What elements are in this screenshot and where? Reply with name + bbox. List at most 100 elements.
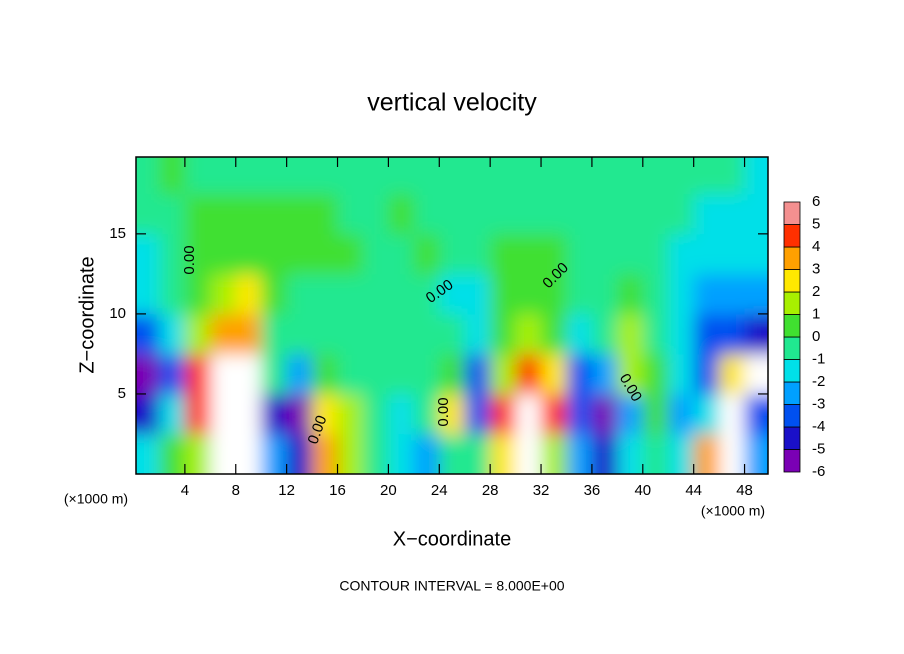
field-cell bbox=[136, 233, 160, 275]
field-cell bbox=[388, 353, 415, 395]
field-cell bbox=[668, 233, 695, 275]
field-cell bbox=[210, 193, 237, 235]
x-axis-title: X−coordinate bbox=[393, 528, 511, 550]
field-cell bbox=[668, 353, 695, 395]
x-tick-label: 12 bbox=[278, 482, 295, 499]
field-cell bbox=[439, 393, 466, 435]
field-cell bbox=[388, 433, 415, 474]
field-cell bbox=[337, 393, 364, 435]
colorbar-segment bbox=[783, 404, 801, 428]
field-cell bbox=[261, 193, 288, 235]
field-cell bbox=[642, 273, 669, 315]
field-cell bbox=[362, 273, 389, 315]
field-cell bbox=[744, 433, 768, 474]
field-cell bbox=[617, 157, 644, 195]
field-cell bbox=[617, 193, 644, 235]
field-cell bbox=[693, 393, 720, 435]
field-cell bbox=[286, 193, 313, 235]
field-cell bbox=[642, 233, 669, 275]
field-cell bbox=[566, 393, 593, 435]
field-cell bbox=[744, 273, 768, 315]
colorbar-label: 6 bbox=[812, 193, 820, 210]
field-cell bbox=[744, 353, 768, 395]
field-cell bbox=[362, 393, 389, 435]
field-cell bbox=[439, 233, 466, 275]
field-cell bbox=[235, 353, 262, 395]
field-cell bbox=[719, 393, 746, 435]
field-cell bbox=[541, 353, 567, 395]
colorbar-label: -1 bbox=[812, 350, 825, 367]
field-cell bbox=[337, 313, 364, 355]
field-cell bbox=[591, 353, 618, 395]
field-cell bbox=[541, 433, 567, 474]
field-cell bbox=[490, 157, 517, 195]
colorbar-label: 1 bbox=[812, 305, 820, 322]
x-tick-label: 8 bbox=[232, 482, 240, 499]
field-cell bbox=[693, 193, 720, 235]
field-cell bbox=[337, 193, 364, 235]
field-cell bbox=[235, 157, 262, 195]
y-axis-title: Z−coordinate bbox=[76, 256, 98, 373]
field-cell bbox=[566, 433, 593, 474]
field-cell bbox=[464, 433, 491, 474]
field-cell bbox=[591, 433, 618, 474]
field-cell bbox=[719, 193, 746, 235]
field-cell bbox=[286, 313, 313, 355]
field-cell bbox=[439, 273, 466, 315]
field-cell bbox=[541, 393, 567, 435]
field-cell bbox=[591, 193, 618, 235]
field-cell bbox=[464, 193, 491, 235]
field-cell bbox=[362, 233, 389, 275]
field-cell bbox=[693, 273, 720, 315]
field-cell bbox=[261, 157, 288, 195]
colorbar-segment bbox=[783, 269, 801, 293]
field-cell bbox=[136, 193, 160, 235]
field-cell bbox=[668, 433, 695, 474]
field-cell bbox=[362, 433, 389, 474]
field-cell bbox=[413, 193, 440, 235]
field-cell bbox=[490, 273, 517, 315]
field-cell bbox=[668, 393, 695, 435]
field-cell bbox=[719, 233, 746, 275]
field-cell bbox=[312, 157, 339, 195]
field bbox=[136, 157, 768, 474]
field-cell bbox=[617, 313, 644, 355]
field-cell bbox=[515, 157, 542, 195]
field-cell bbox=[413, 313, 440, 355]
x-tick-label: 48 bbox=[736, 482, 753, 499]
field-cell bbox=[286, 393, 313, 435]
field-cell bbox=[566, 353, 593, 395]
field-cell bbox=[617, 433, 644, 474]
field-cell bbox=[312, 433, 339, 474]
x-tick-label: 40 bbox=[634, 482, 651, 499]
field-cell bbox=[210, 433, 237, 474]
colorbar-label: -2 bbox=[812, 373, 825, 390]
field-cell bbox=[566, 157, 593, 195]
field-cell bbox=[210, 313, 237, 355]
field-cell bbox=[184, 353, 211, 395]
field-cell bbox=[286, 273, 313, 315]
field-cell bbox=[566, 273, 593, 315]
field-cell bbox=[591, 313, 618, 355]
field-cell bbox=[235, 233, 262, 275]
footnote: CONTOUR INTERVAL = 8.000E+00 bbox=[339, 578, 564, 594]
field-cell bbox=[312, 313, 339, 355]
x-tick-label: 24 bbox=[431, 482, 448, 499]
x-tick-label: 20 bbox=[380, 482, 397, 499]
colorbar-segment bbox=[783, 359, 801, 383]
field-cell bbox=[591, 157, 618, 195]
field-cell bbox=[464, 157, 491, 195]
cells bbox=[136, 157, 768, 474]
field-cell bbox=[464, 393, 491, 435]
field-cell bbox=[490, 353, 517, 395]
field-cell bbox=[159, 233, 186, 275]
colorbar-label: -4 bbox=[812, 418, 825, 435]
field-cell bbox=[642, 433, 669, 474]
x-tick-label: 32 bbox=[533, 482, 550, 499]
field-cell bbox=[362, 193, 389, 235]
colorbar-segment bbox=[783, 426, 801, 450]
colorbar-label: 5 bbox=[812, 215, 820, 232]
field-cell bbox=[693, 433, 720, 474]
colorbar-label: -6 bbox=[812, 463, 825, 480]
field-cell bbox=[261, 353, 288, 395]
